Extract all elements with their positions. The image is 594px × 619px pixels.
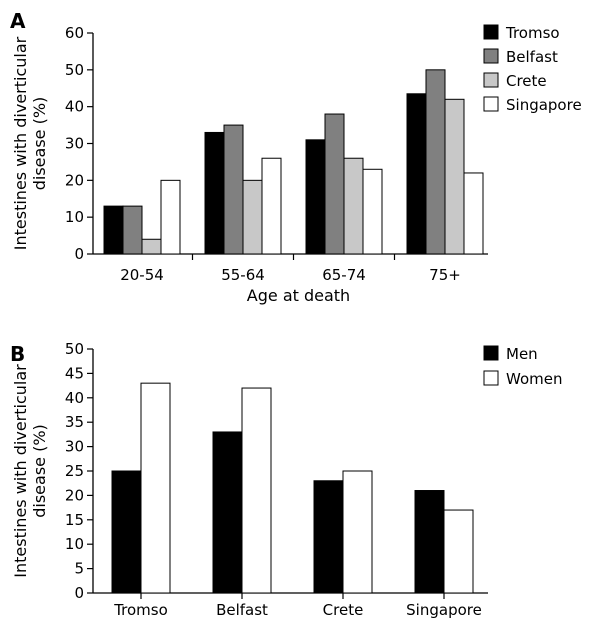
y-tick-label: 45 bbox=[65, 364, 84, 382]
legend-swatch-belfast bbox=[483, 48, 499, 64]
y-axis-title: Intestines with diverticulardisease (%) bbox=[11, 364, 49, 578]
panel-letter: A bbox=[10, 9, 26, 33]
bar-men-1 bbox=[212, 431, 243, 594]
y-tick-label: 40 bbox=[65, 389, 84, 407]
x-category-label: Singapore bbox=[406, 601, 482, 619]
x-category-label: Tromso bbox=[113, 601, 168, 619]
bar-women-2 bbox=[342, 470, 373, 594]
y-tick-label: 20 bbox=[65, 486, 84, 504]
legend-label-men: Men bbox=[506, 345, 538, 363]
bar-crete-1 bbox=[242, 179, 263, 255]
bar-belfast-2 bbox=[324, 113, 345, 255]
y-tick-label: 10 bbox=[65, 535, 84, 553]
legend-swatch-crete bbox=[483, 72, 499, 88]
x-category-label: 75+ bbox=[429, 266, 461, 284]
y-tick-label: 5 bbox=[74, 560, 84, 578]
y-tick-label: 35 bbox=[65, 413, 84, 431]
y-tick-label: 25 bbox=[65, 462, 84, 480]
bar-singapore-2 bbox=[362, 168, 383, 255]
bar-belfast-1 bbox=[223, 124, 244, 255]
y-axis-title-line: Intestines with diverticular bbox=[11, 36, 30, 250]
legend-swatch-singapore bbox=[483, 96, 499, 112]
y-tick-label: 20 bbox=[65, 171, 84, 189]
legend-swatch-men bbox=[483, 345, 499, 361]
bar-crete-2 bbox=[343, 157, 364, 255]
bar-men-2 bbox=[313, 480, 344, 594]
y-tick-label: 30 bbox=[65, 438, 84, 456]
bar-crete-0 bbox=[141, 238, 162, 255]
y-tick-label: 0 bbox=[74, 245, 84, 263]
y-axis-title-line: disease (%) bbox=[30, 97, 49, 191]
y-tick-label: 50 bbox=[65, 340, 84, 358]
x-category-label: 55-64 bbox=[221, 266, 265, 284]
bar-singapore-0 bbox=[160, 179, 181, 255]
x-category-label: Belfast bbox=[216, 601, 268, 619]
bar-belfast-0 bbox=[122, 205, 143, 255]
y-axis-title: Intestines with diverticulardisease (%) bbox=[11, 36, 49, 250]
y-tick-label: 15 bbox=[65, 511, 84, 529]
legend: Men Women bbox=[483, 345, 562, 388]
bar-women-0 bbox=[140, 382, 171, 594]
y-axis-title-line: Intestines with diverticular bbox=[11, 364, 30, 578]
bar-crete-3 bbox=[444, 98, 465, 255]
legend-swatch-women bbox=[483, 370, 499, 386]
legend-swatch-tromso bbox=[483, 24, 499, 40]
x-category-label: Crete bbox=[323, 601, 364, 619]
legend-label-crete: Crete bbox=[506, 72, 547, 90]
y-tick-label: 10 bbox=[65, 208, 84, 226]
legend-label-singapore: Singapore bbox=[506, 96, 582, 114]
panel-a-chart: A 0 10 20 30 40 50 60 Intestines with diverticul… bbox=[10, 9, 582, 305]
bar-tromso-0 bbox=[103, 205, 124, 255]
y-tick-label: 60 bbox=[65, 24, 84, 42]
bar-tromso-3 bbox=[406, 93, 427, 255]
bar-men-0 bbox=[111, 470, 142, 594]
legend-label-women: Women bbox=[506, 370, 562, 388]
bar-tromso-1 bbox=[204, 131, 225, 255]
legend-label-tromso: Tromso bbox=[505, 24, 560, 42]
x-category-label: 65-74 bbox=[322, 266, 366, 284]
bar-singapore-3 bbox=[463, 172, 484, 255]
y-tick-label: 50 bbox=[65, 61, 84, 79]
legend: Tromso Belfast Crete Singapore bbox=[483, 24, 582, 114]
y-axis-title-line: disease (%) bbox=[30, 424, 49, 518]
y-tick-label: 30 bbox=[65, 135, 84, 153]
panel-letter: B bbox=[10, 342, 25, 366]
bar-tromso-2 bbox=[305, 139, 326, 255]
bar-women-1 bbox=[241, 387, 272, 594]
bar-men-3 bbox=[414, 490, 445, 594]
bar-women-3 bbox=[443, 509, 474, 594]
x-category-label: 20-54 bbox=[120, 266, 164, 284]
panel-b-chart: B 0 5 10 15 20 25 30 35 40 45 50 Intestines with div… bbox=[10, 340, 562, 619]
bar-singapore-1 bbox=[261, 157, 282, 255]
bar-belfast-3 bbox=[425, 69, 446, 255]
legend-label-belfast: Belfast bbox=[506, 48, 558, 66]
y-tick-label: 0 bbox=[74, 584, 84, 602]
x-axis-title: Age at death bbox=[247, 286, 350, 305]
y-tick-label: 40 bbox=[65, 98, 84, 116]
